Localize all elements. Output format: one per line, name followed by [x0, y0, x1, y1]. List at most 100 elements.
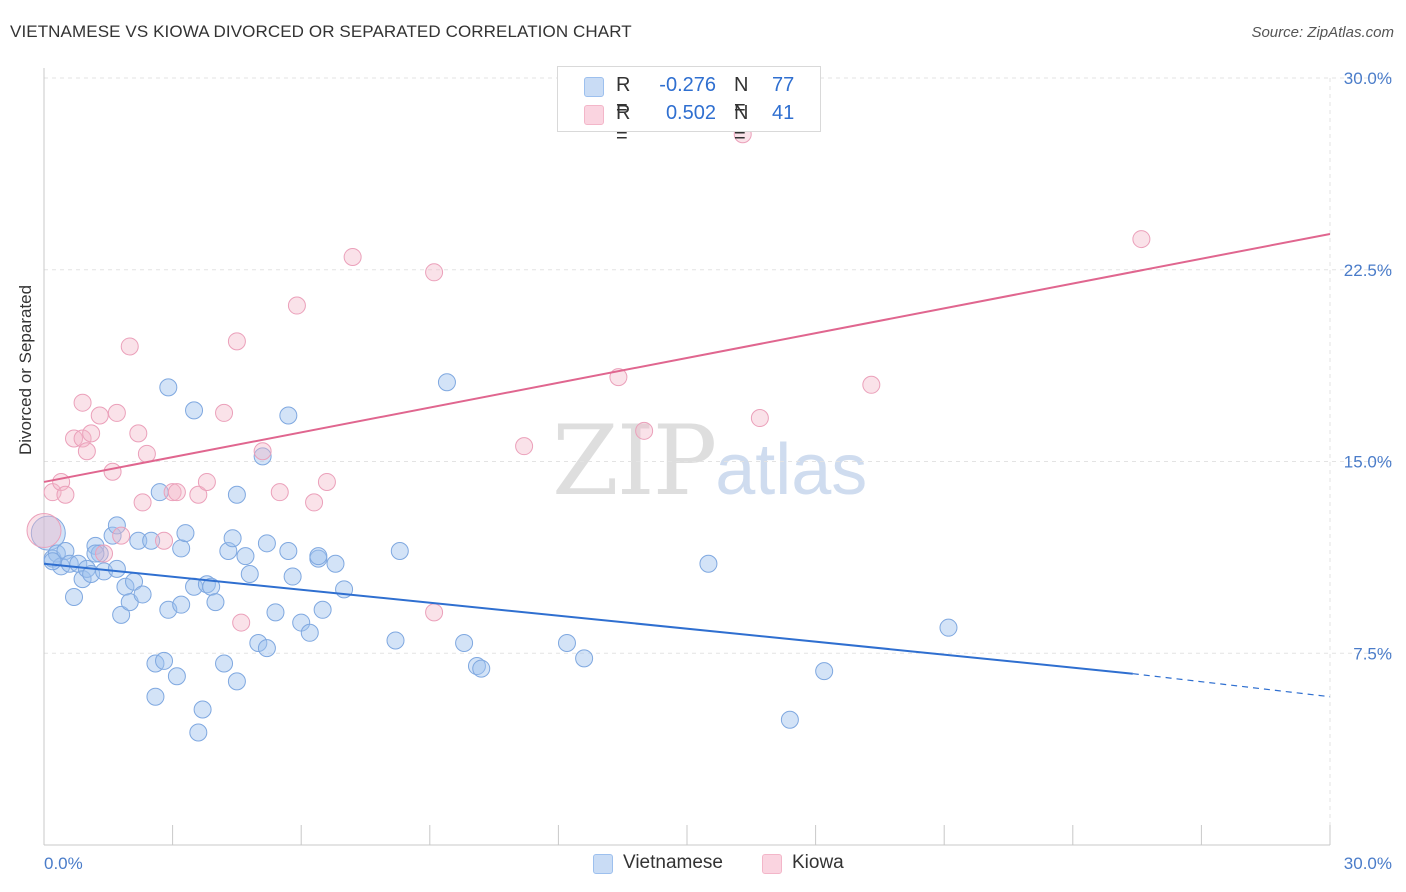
y-tick-label: 15.0% — [1344, 453, 1392, 472]
vietnamese-point — [172, 595, 191, 614]
legend-r-value: -0.276 — [659, 74, 716, 96]
y-tick-label: 30.0% — [1344, 69, 1392, 88]
kiowa-point — [1132, 230, 1151, 249]
vietnamese-point — [90, 544, 109, 563]
kiowa-point — [270, 483, 289, 502]
kiowa-point — [305, 493, 324, 512]
vietnamese-point — [309, 547, 328, 566]
kiowa-trend-line — [43, 232, 1331, 483]
kiowa-point — [862, 375, 881, 394]
vietnamese-point — [133, 585, 152, 604]
vietnamese-point — [107, 559, 126, 578]
kiowa-point — [232, 613, 251, 632]
kiowa-point — [227, 332, 246, 351]
chart-title: VIETNAMESE VS KIOWA DIVORCED OR SEPARATE… — [10, 22, 632, 41]
kiowa-point — [750, 409, 769, 428]
kiowa-point — [133, 493, 152, 512]
vietnamese-point — [43, 552, 62, 571]
kiowa-point — [90, 406, 109, 425]
legend-r-label: R = — [616, 74, 631, 119]
vietnamese-point — [257, 534, 276, 553]
kiowa-point — [137, 444, 156, 463]
legend-label-kiowa: Kiowa — [792, 852, 844, 873]
kiowa-point — [77, 442, 96, 461]
vietnamese-point — [279, 406, 298, 425]
legend-swatch-kiowa — [762, 854, 782, 874]
y-tick-label: 22.5% — [1344, 261, 1392, 280]
vietnamese-point — [780, 710, 799, 729]
correlation-legend: R = -0.276 N = 77 R = 0.502 N = 41 — [557, 66, 821, 147]
kiowa-point — [425, 603, 444, 622]
vietnamese-point — [300, 623, 319, 642]
kiowa-point — [95, 544, 114, 563]
legend-swatch-kiowa — [584, 105, 604, 125]
vietnamese-point — [223, 529, 242, 548]
kiowa-point — [82, 424, 101, 443]
vietnamese-point — [939, 618, 958, 637]
kiowa-point — [317, 472, 336, 491]
vietnamese-trend-extension — [1132, 673, 1331, 698]
trend-lines — [43, 232, 1331, 698]
kiowa-point — [287, 296, 306, 315]
vietnamese-trend-line — [43, 562, 1133, 675]
vietnamese-point — [253, 447, 272, 466]
vietnamese-point — [155, 651, 174, 670]
vietnamese-point — [455, 634, 474, 653]
watermark-zip: ZIP — [552, 405, 717, 517]
kiowa-point — [155, 531, 174, 550]
vietnamese-points — [30, 373, 958, 742]
kiowa-point — [56, 485, 75, 504]
legend-n-value: 41 — [772, 102, 795, 124]
vietnamese-point — [159, 378, 178, 397]
kiowa-point — [26, 513, 62, 549]
y-tick-label: 7.5% — [1353, 644, 1392, 663]
vietnamese-point — [65, 588, 84, 607]
vietnamese-point — [176, 524, 195, 543]
kiowa-point — [189, 485, 208, 504]
watermark-atlas: atlas — [715, 430, 868, 510]
tick-labels: 7.5% 15.0% 22.5% 30.0% 0.0% 30.0% — [44, 69, 1392, 873]
vietnamese-point — [236, 547, 255, 566]
legend-r-value: 0.502 — [665, 102, 716, 124]
kiowa-point — [129, 424, 148, 443]
legend-label-vietnamese: Vietnamese — [623, 852, 723, 873]
vietnamese-point — [437, 373, 456, 392]
vietnamese-point — [326, 554, 345, 573]
vietnamese-point — [189, 723, 208, 742]
axes — [43, 68, 1331, 846]
legend-n-value: 77 — [772, 74, 795, 96]
kiowa-point — [635, 421, 654, 440]
gridlines — [44, 77, 1392, 845]
vietnamese-point — [283, 567, 302, 586]
vietnamese-point — [146, 687, 165, 706]
vietnamese-point — [815, 662, 834, 681]
vietnamese-point — [557, 634, 576, 653]
kiowa-point — [167, 483, 186, 502]
kiowa-point — [112, 526, 131, 545]
legend-swatch-vietnamese — [593, 854, 613, 874]
vietnamese-point — [142, 531, 161, 550]
kiowa-point — [515, 437, 534, 456]
vietnamese-point — [390, 541, 409, 560]
vietnamese-point — [215, 654, 234, 673]
legend-r-label: R = — [616, 102, 631, 147]
vietnamese-point — [266, 603, 285, 622]
vietnamese-point — [386, 631, 405, 650]
vietnamese-point — [227, 485, 246, 504]
vietnamese-point — [313, 600, 332, 619]
vietnamese-point — [699, 554, 718, 573]
vietnamese-point — [129, 531, 148, 550]
kiowa-point — [343, 247, 362, 266]
vietnamese-point — [185, 401, 204, 420]
vietnamese-point — [112, 605, 131, 624]
vietnamese-point — [240, 564, 259, 583]
vietnamese-point — [227, 672, 246, 691]
vietnamese-point — [472, 659, 491, 678]
vietnamese-point — [107, 516, 126, 535]
kiowa-point — [120, 337, 139, 356]
vietnamese-point — [172, 539, 191, 558]
y-axis-label: Divorced or Separated — [16, 284, 35, 455]
kiowa-points — [26, 125, 1151, 632]
vietnamese-point — [73, 570, 92, 589]
